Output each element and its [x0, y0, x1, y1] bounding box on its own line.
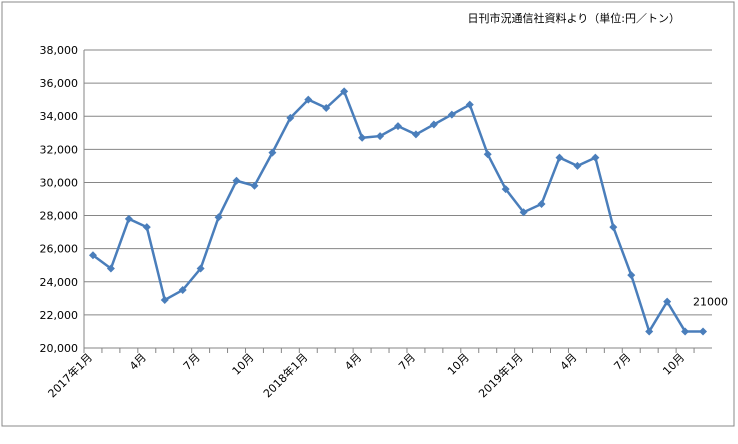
- point-marker: [394, 122, 402, 131]
- point-marker: [483, 150, 492, 159]
- point-marker: [250, 181, 259, 190]
- point-marker: [609, 223, 618, 232]
- y-tick-label: 32,000: [40, 143, 79, 156]
- y-tick-label: 26,000: [40, 243, 79, 256]
- point-marker: [322, 103, 331, 112]
- point-marker: [268, 148, 277, 157]
- point-marker: [699, 327, 708, 336]
- data-label: 21000: [693, 295, 728, 308]
- point-marker: [627, 271, 636, 280]
- point-marker: [88, 251, 97, 260]
- point-marker: [304, 95, 313, 104]
- point-marker: [142, 223, 151, 232]
- point-marker: [232, 176, 241, 185]
- point-marker: [501, 185, 510, 194]
- y-tick-label: 38,000: [40, 44, 79, 57]
- point-marker: [537, 199, 546, 208]
- y-tick-label: 30,000: [40, 176, 79, 189]
- point-marker: [358, 133, 367, 142]
- point-marker: [106, 264, 115, 273]
- point-marker: [160, 295, 169, 304]
- point-marker: [555, 153, 564, 162]
- y-tick-label: 24,000: [40, 276, 79, 289]
- y-tick-label: 20,000: [40, 342, 79, 355]
- point-marker: [591, 153, 600, 162]
- point-marker: [286, 113, 295, 122]
- y-tick-label: 22,000: [40, 309, 79, 322]
- point-marker: [214, 213, 223, 222]
- point-marker: [447, 110, 456, 119]
- point-marker: [429, 120, 438, 129]
- point-marker: [196, 264, 205, 273]
- point-marker: [645, 327, 654, 336]
- y-tick-label: 28,000: [40, 210, 79, 223]
- y-tick-label: 34,000: [40, 110, 79, 123]
- point-marker: [124, 214, 133, 223]
- chart-border: [1, 1, 735, 427]
- point-marker: [681, 327, 690, 336]
- point-marker: [663, 297, 672, 306]
- point-marker: [178, 286, 187, 295]
- point-marker: [465, 100, 474, 109]
- point-marker: [411, 130, 420, 139]
- y-tick-label: 36,000: [40, 77, 79, 90]
- source-note: 日刊市況通信社資料より（単位:円／トン）: [468, 11, 681, 25]
- point-marker: [340, 87, 349, 96]
- point-marker: [376, 132, 385, 141]
- point-marker: [573, 161, 582, 170]
- point-marker: [519, 208, 528, 217]
